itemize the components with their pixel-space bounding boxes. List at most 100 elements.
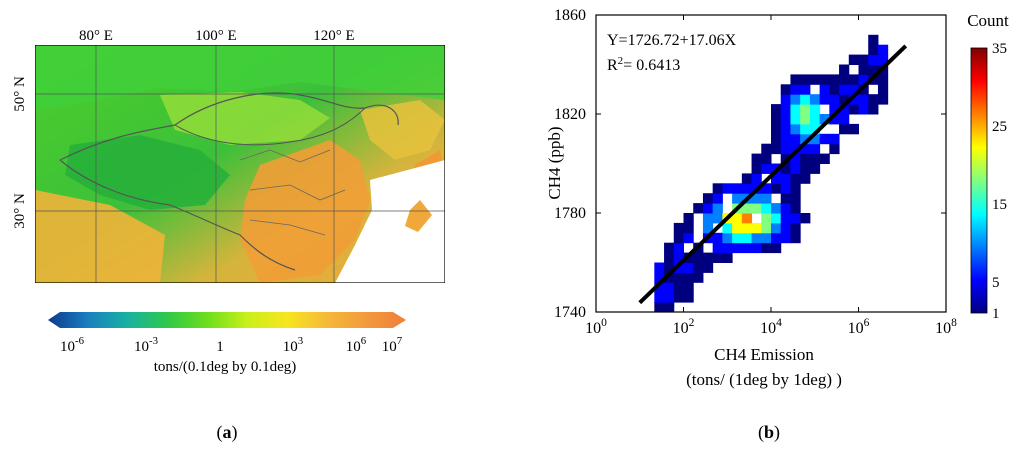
heatmap-cell (790, 74, 801, 85)
heatmap-cell (771, 114, 782, 125)
heatmap-cell (712, 252, 723, 263)
colorbar-a-tick-base: 10 (283, 339, 298, 355)
x-tick-label-base: 10 (760, 320, 776, 337)
heatmap-cell (877, 54, 889, 65)
colorbar-a-tick: 106 (346, 335, 367, 355)
heatmap-cell (771, 242, 782, 254)
heatmap-cell (712, 193, 723, 204)
heatmap-cell (790, 213, 801, 224)
map-region-ocean (335, 160, 445, 283)
heatmap-cell (809, 114, 821, 125)
heatmap-cell (829, 94, 840, 105)
heatmap-cell (741, 222, 753, 234)
heatmap-cell (800, 163, 811, 174)
heatmap-cell (829, 143, 840, 155)
colorbar-a-label: tons/(0.1deg by 0.1deg) (154, 359, 296, 375)
colorbar-b-tick: 25 (992, 119, 1007, 135)
map-border-north (59, 92, 399, 161)
heatmap-cell (809, 133, 821, 145)
heatmap-cell (654, 272, 665, 283)
colorbar-b-tick: 15 (992, 197, 1007, 213)
heatmap-cell (761, 183, 772, 194)
heatmap-cell (790, 84, 801, 95)
heatmap-cell (722, 183, 733, 194)
heatmap-cell (780, 213, 791, 224)
panel-a: 80° E 100° E 120° E 50° N 30° N 10-6 10-3… (12, 28, 445, 443)
heatmap-cell (673, 262, 684, 273)
colorbar-a-ticks: 10-6 10-3 1 103 106 107 (60, 335, 403, 355)
heatmap-cell (790, 203, 801, 214)
heatmap-cell (780, 104, 791, 115)
r-squared-label: R2= 0.6413 (607, 55, 680, 74)
heatmap-cell (790, 173, 801, 184)
heatmap-cell (722, 252, 733, 263)
y-tick-label: 1820 (554, 106, 586, 123)
heatmap-cell (780, 183, 791, 194)
heatmap-cell (654, 302, 665, 312)
colorbar-a-tick-base: 10 (60, 339, 75, 355)
x-tick-label: 100 (585, 317, 607, 337)
x-tick-label-exp: 6 (864, 317, 870, 329)
heatmap-cell (664, 302, 675, 312)
heatmap-cell (693, 252, 704, 263)
heatmap-cell (868, 34, 879, 46)
colorbar-a-tick-base: 1 (216, 339, 224, 355)
heatmap-cell (702, 262, 714, 273)
heatmap-cell (771, 173, 782, 184)
heatmap-cell (741, 173, 753, 184)
heatmap-cell (858, 104, 869, 115)
heatmap-cell (858, 64, 869, 75)
colorbar-a-tick: 107 (382, 335, 403, 355)
heatmap-cell (712, 203, 723, 214)
heatmap-cell (800, 153, 811, 164)
heatmap-cell (848, 104, 859, 115)
heatmap-cell (722, 232, 733, 244)
heatmap-cell (664, 252, 675, 263)
heatmap-cell (654, 282, 665, 293)
x-tick-label-exp: 0 (601, 317, 607, 329)
colorbar-b-bar (970, 47, 988, 314)
heatmap-cell (761, 213, 772, 224)
heatmap-cell (741, 213, 753, 224)
heatmap-cell (683, 222, 694, 234)
heatmap-cell (790, 193, 801, 204)
heatmap-cell (702, 193, 714, 204)
heatmap-cell (790, 222, 801, 234)
heatmap-cell (751, 222, 762, 234)
heatmap-cell (664, 242, 675, 254)
map-region-taiwan-islands (405, 200, 432, 232)
heatmap-cell (732, 213, 743, 224)
heatmap-cell (848, 123, 859, 135)
x-tick-label-exp: 4 (776, 317, 782, 329)
heatmap-cell (693, 203, 704, 214)
heatmap-cell (848, 94, 859, 105)
heatmap-cell (732, 183, 743, 194)
heatmap-cell (761, 193, 772, 204)
panel-b-caption: (b) (758, 422, 780, 443)
map-region-tibet (65, 135, 230, 210)
heatmap-cell (712, 242, 723, 254)
heatmap-cell (868, 44, 879, 56)
colorbar-a-tick-exp: 7 (397, 335, 403, 347)
heatmap-cell (732, 242, 743, 254)
heatmap-cell (780, 163, 791, 174)
heatmap-cell (868, 64, 879, 75)
heatmap-cell (809, 123, 821, 135)
heatmap-cell (780, 84, 791, 95)
heatmap-cell (673, 282, 684, 293)
x-tick-label: 108 (935, 317, 957, 337)
heatmap-cell (800, 104, 811, 115)
heatmap-cell (702, 252, 714, 263)
x-tick-label-base: 10 (848, 320, 864, 337)
heatmap-cell (751, 193, 762, 204)
heatmap-cell (712, 232, 723, 244)
heatmap-cell (771, 133, 782, 145)
heatmap-cell (829, 84, 840, 95)
heatmap-cell (877, 74, 889, 85)
heatmap-cell (790, 114, 801, 125)
heatmap-cell (702, 213, 714, 224)
colorbar-b-ticks: 35 25 15 5 1 (992, 41, 1007, 322)
colorbar-b-tick: 1 (992, 306, 1000, 322)
